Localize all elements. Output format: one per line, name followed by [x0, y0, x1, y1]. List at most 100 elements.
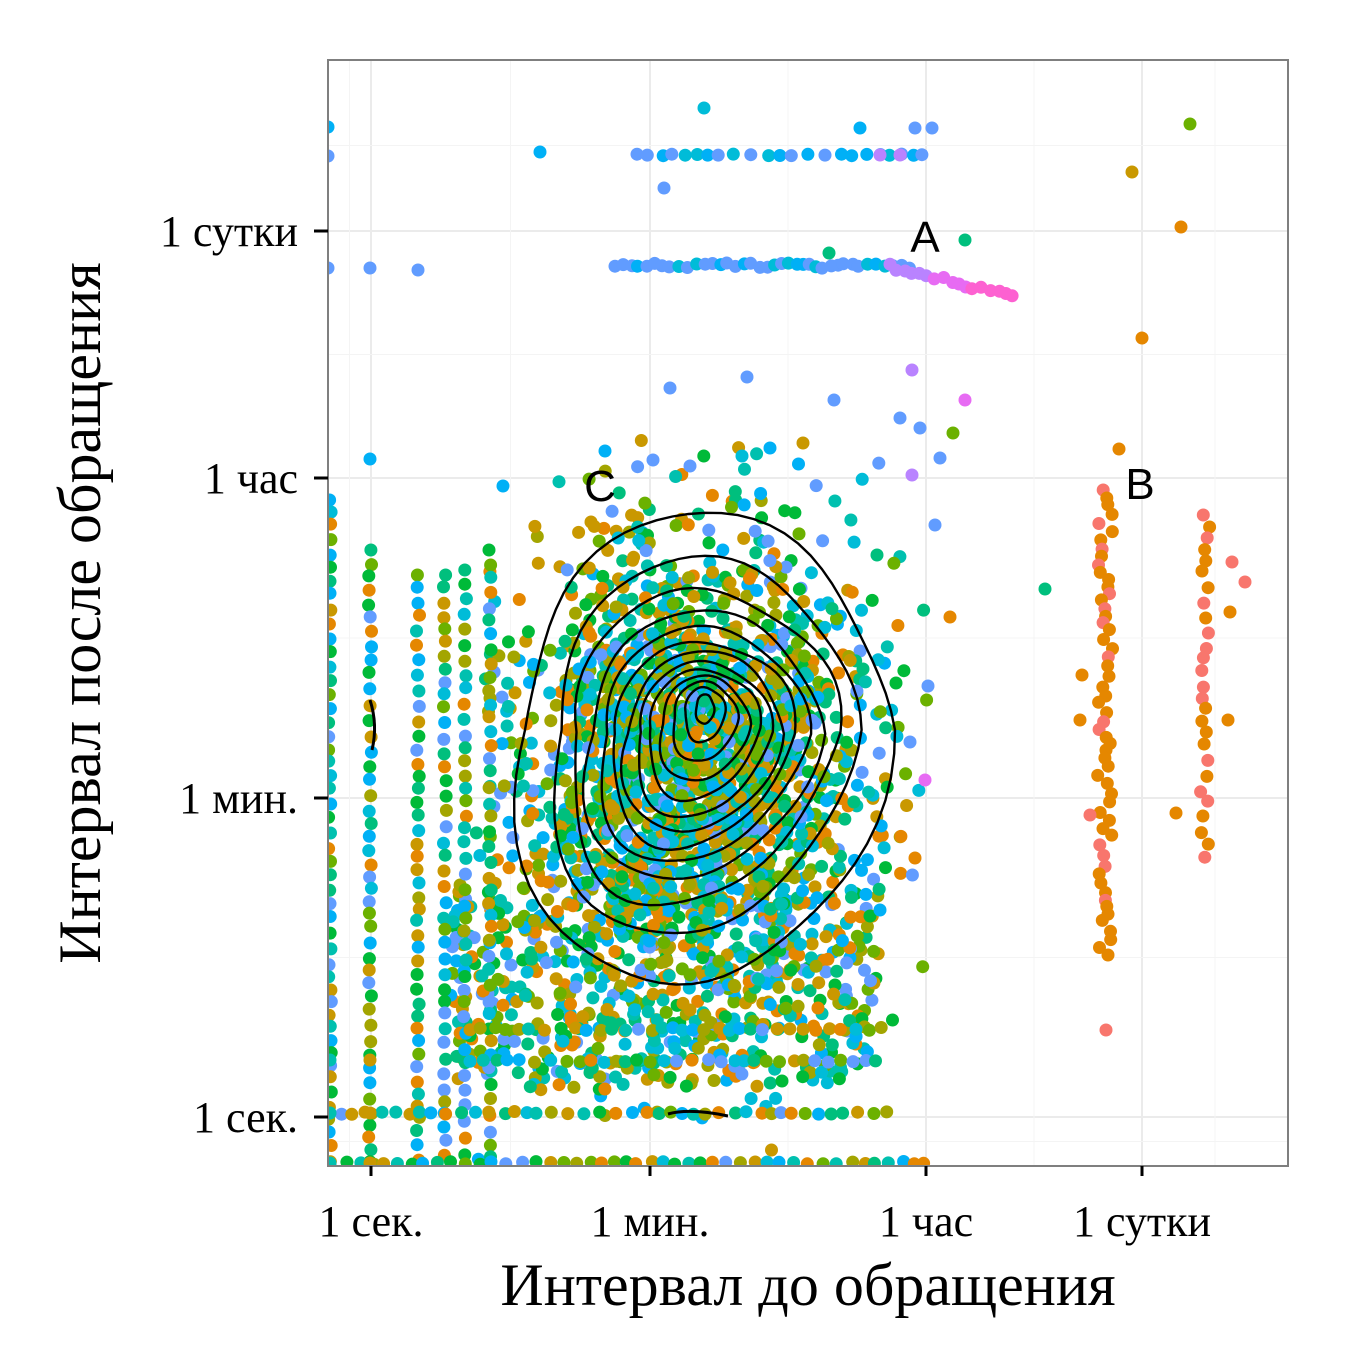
data-point	[1101, 659, 1115, 673]
data-point	[1195, 714, 1209, 728]
data-point	[672, 910, 686, 924]
data-point	[655, 1021, 669, 1035]
data-point	[410, 743, 424, 757]
data-point	[328, 120, 335, 134]
data-point	[565, 796, 579, 809]
data-point	[530, 530, 544, 543]
data-point	[744, 148, 758, 162]
data-point	[362, 1130, 376, 1144]
data-point	[364, 543, 378, 557]
data-point	[871, 653, 885, 667]
data-point	[569, 980, 583, 994]
data-point	[855, 765, 869, 779]
data-point	[362, 569, 376, 583]
data-point	[495, 737, 509, 751]
data-point	[458, 883, 472, 897]
data-point	[363, 772, 376, 786]
data-point	[725, 500, 738, 514]
data-point	[598, 444, 612, 458]
data-point	[880, 1105, 894, 1119]
data-point	[328, 769, 338, 783]
data-point	[767, 596, 781, 609]
data-point	[851, 1105, 865, 1119]
data-point	[774, 570, 788, 584]
data-point	[490, 1053, 504, 1067]
data-point	[438, 922, 452, 936]
data-point	[328, 1034, 338, 1048]
data-point	[1125, 165, 1139, 179]
data-point	[735, 950, 749, 964]
data-point	[569, 1021, 583, 1035]
data-point	[501, 700, 515, 713]
data-point	[364, 1143, 378, 1157]
data-point	[362, 963, 376, 977]
data-point	[540, 777, 554, 791]
data-point	[566, 830, 580, 844]
data-point	[484, 908, 498, 922]
data-point	[469, 1105, 482, 1119]
data-point	[879, 861, 892, 875]
data-point	[410, 913, 424, 927]
data-point	[763, 998, 777, 1011]
data-point	[1105, 525, 1119, 539]
data-point	[830, 612, 843, 626]
contour-line	[648, 668, 763, 803]
data-point	[328, 716, 336, 730]
data-point	[716, 543, 730, 557]
data-point	[412, 902, 426, 916]
data-point	[541, 893, 555, 907]
contour-line	[619, 650, 786, 833]
data-point	[469, 826, 483, 840]
contour-line	[512, 511, 897, 986]
data-point	[597, 521, 611, 535]
data-point	[775, 897, 789, 911]
data-point	[413, 608, 426, 622]
data-point	[584, 515, 598, 529]
data-point	[555, 1065, 569, 1079]
data-point	[363, 1118, 377, 1132]
cluster-label-c: C	[584, 462, 616, 511]
data-point	[854, 910, 868, 924]
data-point	[683, 459, 697, 473]
data-point	[808, 880, 822, 894]
data-point	[484, 570, 498, 584]
data-point	[791, 978, 805, 991]
data-point	[827, 896, 841, 910]
data-point	[550, 905, 564, 918]
data-point	[744, 1022, 757, 1036]
data-point	[614, 979, 628, 993]
contour-line	[672, 679, 741, 762]
data-point	[763, 1076, 777, 1090]
data-point	[623, 687, 637, 701]
data-point	[821, 836, 835, 850]
data-point	[1091, 768, 1105, 782]
data-point	[496, 998, 510, 1012]
data-point	[825, 1038, 839, 1052]
data-point	[660, 799, 674, 813]
data-point	[530, 996, 544, 1010]
data-point	[412, 876, 426, 890]
data-point	[458, 1157, 472, 1166]
data-point	[539, 956, 553, 970]
data-point	[643, 1055, 657, 1069]
data-point	[463, 1054, 477, 1068]
data-point	[583, 971, 597, 985]
data-point	[616, 580, 630, 594]
data-point	[482, 781, 496, 795]
data-point	[668, 1041, 682, 1055]
data-point	[809, 1023, 823, 1037]
data-point	[544, 714, 558, 728]
data-point	[682, 739, 696, 753]
data-point	[528, 839, 542, 853]
data-point	[769, 1091, 783, 1105]
contour-line	[600, 624, 813, 863]
data-point	[365, 624, 378, 638]
data-point	[915, 148, 929, 162]
data-point	[821, 952, 835, 966]
data-point	[850, 778, 864, 792]
data-point	[630, 147, 644, 161]
data-point	[846, 1055, 860, 1069]
data-point	[756, 879, 770, 893]
data-point	[430, 1155, 444, 1166]
data-point	[761, 534, 775, 548]
